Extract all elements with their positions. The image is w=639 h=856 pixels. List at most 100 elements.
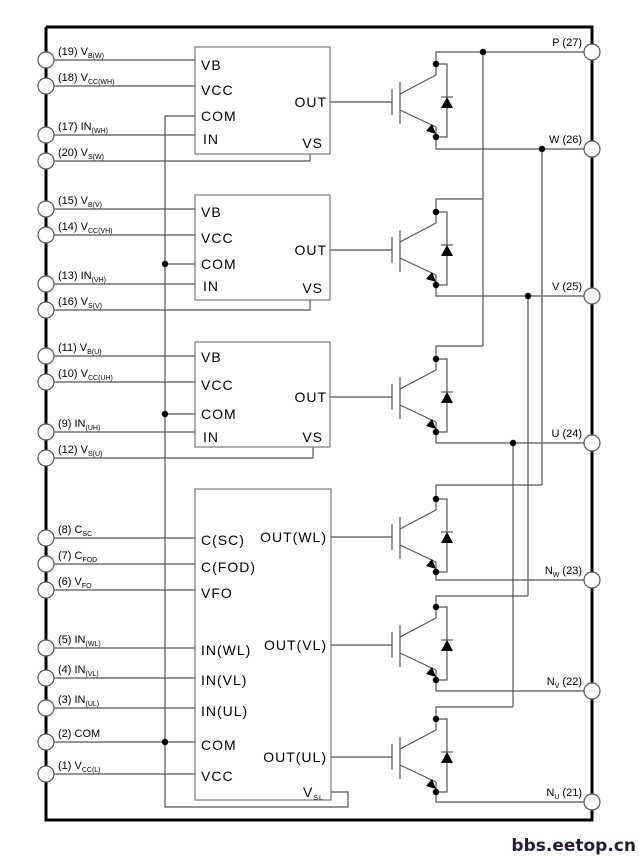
pin-name: (12) VS(U) — [58, 444, 102, 458]
pin-label-vb: VB — [201, 349, 222, 365]
label-subscript: B(U) — [87, 349, 101, 356]
label-text: IN — [203, 131, 219, 147]
emitter-arrow-icon — [426, 559, 436, 569]
label-text: OUT — [294, 94, 327, 110]
collector-wire — [435, 706, 513, 719]
pin-name: (7) CFOD — [58, 550, 97, 564]
junction-dot — [432, 281, 440, 289]
terminal-pin — [37, 51, 55, 69]
pin-label-vb: VB — [201, 204, 222, 220]
pin-label-input: IN(WL) — [201, 642, 251, 658]
label-text: (9) IN — [58, 418, 86, 430]
output-wire — [435, 680, 592, 692]
label-text: P (27) — [552, 37, 582, 49]
terminal-pin — [583, 140, 601, 158]
collector-lead — [399, 729, 437, 750]
label-text: OUT(UL) — [263, 749, 327, 765]
pin-label-out: OUT — [294, 242, 327, 258]
pin-label-vcc: VCC — [201, 377, 234, 393]
vs-wire — [46, 300, 311, 311]
pin-name: NV (22) — [547, 676, 582, 690]
label-subscript: B(V) — [88, 202, 102, 209]
label-suffix: (22) — [559, 676, 582, 688]
terminal-pin — [37, 226, 55, 244]
terminal-pin — [37, 347, 55, 365]
label-subscript: SC — [82, 531, 92, 538]
junction-dot — [432, 788, 440, 796]
diode-icon — [441, 392, 453, 403]
output-wire — [435, 792, 592, 803]
label-text: VCC — [201, 230, 234, 246]
pin-label-input: IN(VL) — [201, 672, 247, 688]
emitter-arrow-icon — [426, 272, 436, 282]
junction-dot — [161, 260, 169, 268]
label-text: V — [303, 784, 313, 800]
label-text: (8) C — [58, 524, 83, 536]
collector-lead — [399, 617, 437, 638]
gate-driver-high-side — [194, 341, 331, 448]
label-text: (19) V — [58, 46, 89, 58]
pin-label-input: VFO — [201, 585, 233, 601]
label-text: N — [547, 676, 555, 688]
watermark: bbs.eetop.cn — [511, 836, 636, 856]
junction-dot — [161, 410, 169, 418]
label-text: C(SC) — [201, 532, 245, 548]
pin-name: V (25) — [552, 281, 582, 293]
label-text: IN(WL) — [201, 642, 251, 658]
label-text: VCC — [201, 377, 234, 393]
label-subscript: (VL) — [86, 671, 99, 678]
label-subscript: S(V) — [88, 303, 102, 310]
output-wire — [435, 285, 592, 297]
gate-driver-high-side — [194, 46, 331, 155]
label-text: N — [545, 565, 553, 577]
terminal-pin — [37, 669, 55, 687]
pin-label-input: VCC — [201, 768, 234, 784]
junction-dot — [432, 715, 440, 723]
label-text: IN(VL) — [201, 672, 247, 688]
label-text: V (25) — [552, 281, 582, 293]
pin-label-in: IN — [203, 278, 219, 294]
diode-icon — [441, 245, 453, 256]
junction-dot — [432, 208, 440, 216]
terminal-pin — [37, 733, 55, 751]
label-text: (14) V — [58, 221, 89, 233]
pin-name: (11) VB(U) — [58, 342, 102, 356]
label-subscript: FO — [82, 583, 92, 590]
junction-dot — [432, 603, 440, 611]
terminal-pin — [37, 152, 55, 170]
pin-label-input: C(FOD) — [201, 559, 256, 575]
label-text: (11) V — [58, 342, 88, 354]
pin-name: (1) VCC(L) — [58, 760, 101, 774]
pin-name: (19) VB(W) — [58, 46, 104, 60]
label-text: (3) IN — [58, 694, 86, 706]
collector-wire — [435, 595, 528, 607]
terminal-pin — [37, 765, 55, 783]
label-suffix: (21) — [559, 787, 582, 799]
label-text: (6) V — [58, 576, 83, 588]
label-text: (18) V — [58, 72, 89, 84]
vs-wire — [46, 447, 314, 459]
label-text: VB — [201, 204, 222, 220]
terminal-pin — [37, 555, 55, 573]
pin-name: (6) VFO — [58, 576, 92, 590]
terminal-pin — [37, 275, 55, 293]
label-text: U (24) — [551, 428, 582, 440]
pin-label-output: OUT(VL) — [264, 637, 327, 653]
pin-label-vcc: VCC — [201, 82, 234, 98]
terminal-pin — [583, 793, 601, 811]
terminal-pin — [583, 682, 601, 700]
label-text: (7) C — [58, 550, 83, 562]
diode-icon — [441, 532, 453, 543]
collector-lead — [399, 74, 437, 95]
emitter-arrow-icon — [426, 419, 436, 429]
pin-label-output: OUT(WL) — [260, 529, 327, 545]
emitter-lead — [399, 404, 437, 423]
terminal-pin — [37, 301, 55, 319]
label-text: VB — [201, 349, 222, 365]
label-subscript: CC(WH) — [88, 79, 114, 86]
label-text: COM — [201, 108, 237, 124]
terminal-pin — [37, 529, 55, 547]
terminal-pin — [583, 287, 601, 305]
pin-name: NW (23) — [545, 565, 582, 579]
pin-name: NU (21) — [546, 787, 582, 801]
